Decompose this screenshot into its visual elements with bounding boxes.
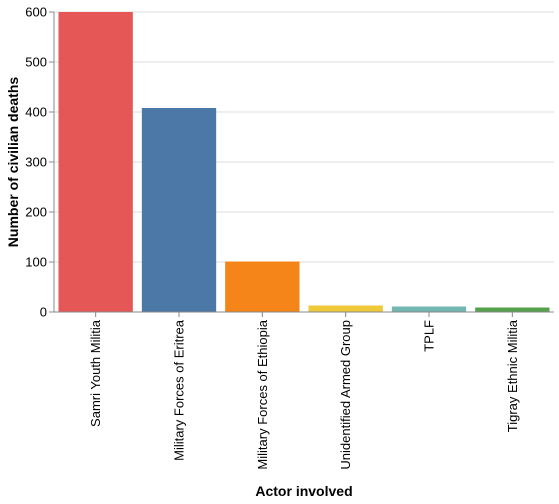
y-axis-ticks: 0 100 200 300 400 500 600 — [25, 5, 54, 320]
y-tick-label: 600 — [25, 5, 47, 20]
bar — [58, 12, 133, 312]
y-axis-title: Number of civilian deaths — [5, 77, 21, 248]
y-tick-label: 200 — [25, 205, 47, 220]
y-tick-label: 300 — [25, 155, 47, 170]
y-tick-label: 400 — [25, 105, 47, 120]
bar — [475, 307, 550, 312]
x-axis-title: Actor involved — [255, 483, 352, 499]
y-tick-label: 0 — [40, 305, 47, 320]
bar — [391, 306, 467, 312]
bar — [141, 108, 217, 312]
x-tick-label: Military Forces of Ethiopia — [255, 319, 270, 469]
bar — [308, 305, 383, 312]
bar — [225, 261, 300, 312]
x-tick-label: Military Forces of Eritrea — [172, 319, 187, 461]
y-tick-label: 100 — [25, 255, 47, 270]
y-tick-label: 500 — [25, 55, 47, 70]
x-tick-label: TPLF — [422, 320, 437, 352]
x-tick-label: Unidentified Armed Group — [338, 320, 353, 470]
x-tick-label: Samri Youth Militia — [88, 319, 103, 427]
bars — [58, 12, 550, 312]
x-tick-label: Tigray Ethnic Militia — [505, 319, 520, 432]
x-axis-ticks: Samri Youth Militia Military Forces of Er… — [88, 312, 520, 470]
grid-lines — [54, 11, 554, 313]
